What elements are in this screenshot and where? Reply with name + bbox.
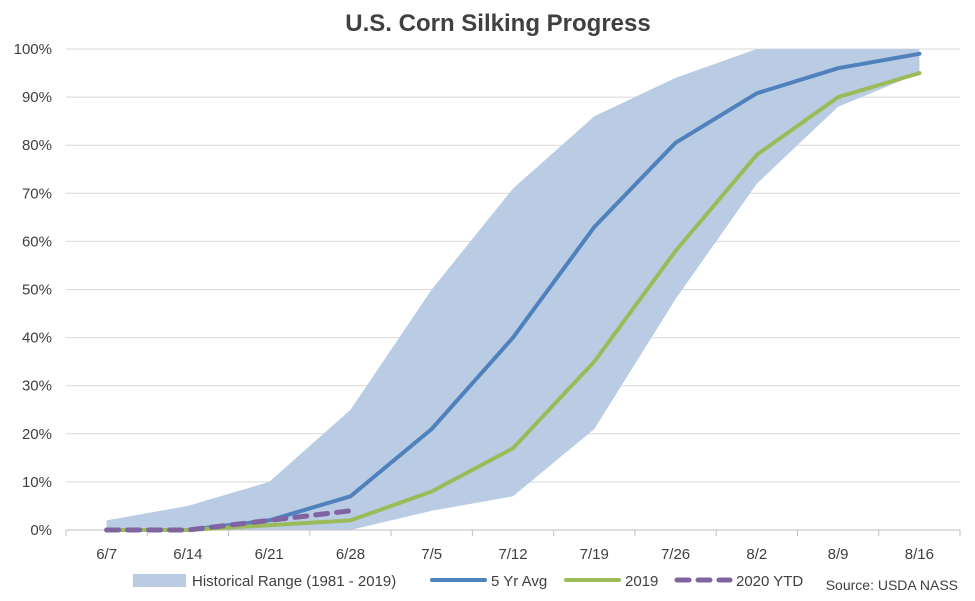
x-tick-label: 7/5	[421, 546, 442, 563]
y-tick-label: 50%	[22, 282, 52, 299]
y-tick-label: 30%	[22, 378, 52, 395]
legend-label-5-yr-avg: 5 Yr Avg	[491, 573, 547, 590]
y-tick-label: 40%	[22, 330, 52, 347]
legend-label-historical-range-1981-2019-: Historical Range (1981 - 2019)	[192, 573, 396, 590]
y-tick-label: 80%	[22, 137, 52, 154]
axes: 0% 10% 20% 30% 40% 50% 60% 70% 80% 90% 100% 6/7 6/14…	[14, 41, 961, 563]
series-line-2020-ytd	[104, 508, 353, 533]
x-tick-label: 8/9	[828, 546, 849, 563]
x-tick-label: 6/21	[255, 546, 284, 563]
x-tick-label: 7/19	[580, 546, 609, 563]
x-tick-label: 8/16	[905, 546, 934, 563]
y-tick-label: 0%	[30, 522, 52, 539]
legend-swatch-historical-range-1981-2019-	[133, 574, 186, 587]
legend-label-2019: 2019	[625, 573, 658, 590]
series-line-2019	[104, 71, 922, 532]
historical-range-area	[106, 49, 920, 530]
chart-title: U.S. Corn Silking Progress	[345, 10, 650, 37]
x-tick-label: 6/14	[173, 546, 202, 563]
y-tick-label: 20%	[22, 426, 52, 443]
y-tick-label: 10%	[22, 474, 52, 491]
x-tick-label: 6/7	[96, 546, 117, 563]
source-note: Source: USDA NASS	[826, 577, 958, 593]
historical-range-band	[106, 49, 920, 530]
legend: Historical Range (1981 - 2019) 5 Yr Avg 20…	[133, 573, 803, 590]
x-tick-label: 8/2	[746, 546, 767, 563]
y-tick-label: 90%	[22, 89, 52, 106]
legend-label-2020-ytd: 2020 YTD	[736, 573, 803, 590]
series-lines	[104, 51, 922, 533]
y-tick-label: 60%	[22, 233, 52, 250]
x-tick-label: 7/26	[661, 546, 690, 563]
y-tick-label: 70%	[22, 185, 52, 202]
y-tick-label: 100%	[14, 41, 52, 58]
x-tick-label: 7/12	[498, 546, 527, 563]
x-tick-label: 6/28	[336, 546, 365, 563]
